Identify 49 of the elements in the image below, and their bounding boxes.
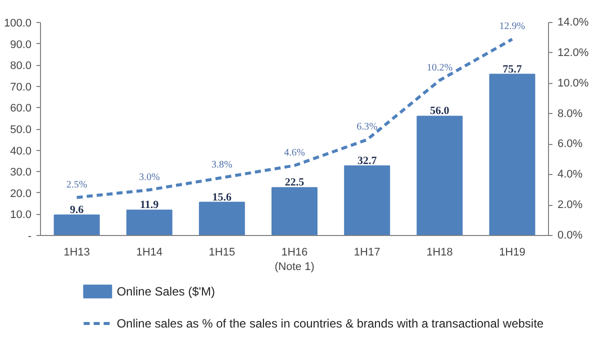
x-tick-label: 1H16 (Note 1) (274, 246, 314, 273)
legend-label: Online sales as % of the sales in countries & brands with a transactional website (116, 316, 544, 330)
x-tick-label: 1H15 (208, 246, 236, 258)
data-label: 3.8% (212, 160, 232, 171)
y-tick-label: - (28, 230, 32, 242)
y2-tick-label: 14.0% (558, 16, 589, 28)
bar (344, 165, 390, 236)
y2-tick-label: 6.0% (558, 138, 583, 150)
data-label: 9.6 (70, 204, 84, 216)
y-tick-label: 90.0 (10, 38, 32, 51)
y-tick-label: 30.0 (10, 166, 32, 179)
data-label: 3.0% (138, 172, 160, 183)
y-tick-label: 20.0 (10, 188, 32, 200)
y-tick-label: 60.0 (10, 102, 32, 115)
data-label: 15.6 (212, 191, 232, 204)
bar (489, 74, 536, 236)
x-tick-label: 1H19 (499, 246, 526, 258)
data-label: 56.0 (430, 105, 450, 118)
y2-tick-label: 0.0% (558, 230, 583, 242)
data-label: 10.2% (426, 62, 453, 74)
bar (198, 202, 245, 236)
data-label: 75.7 (502, 63, 522, 76)
y-tick-label: 10.0 (10, 209, 32, 222)
x-tick-label: 1H14 (136, 246, 163, 258)
x-tick-label: 1H17 (354, 246, 380, 258)
y-tick-label: 80.0 (10, 60, 32, 72)
data-label: 32.7 (357, 154, 378, 167)
y2-tick-label: 8.0% (558, 108, 583, 120)
data-label: 2.5% (66, 179, 88, 190)
y2-tick-label: 2.0% (558, 199, 583, 212)
bar (54, 214, 100, 236)
bar (126, 210, 172, 236)
data-label: 11.9 (140, 199, 160, 212)
y-tick-label: 50.0 (10, 124, 32, 136)
data-label: 12.9% (499, 21, 526, 32)
legend-label: Online Sales ($'M) (116, 284, 216, 298)
y-tick-label: 40.0 (10, 145, 32, 158)
y-tick-label: 100.0 (4, 18, 32, 30)
data-label: 6.3% (356, 122, 378, 133)
bar (272, 187, 318, 236)
y2-tick-label: 4.0% (558, 168, 583, 181)
data-label: 4.6% (284, 148, 305, 159)
data-label: 22.5 (284, 176, 305, 189)
y-tick-label: 70.0 (10, 81, 32, 94)
x-tick-label: 1H13 (64, 246, 90, 258)
y2-tick-label: 10.0% (558, 77, 589, 90)
x-tick-label: 1H18 (426, 246, 453, 258)
bar (416, 116, 463, 236)
y2-tick-label: 12.0% (558, 46, 589, 59)
